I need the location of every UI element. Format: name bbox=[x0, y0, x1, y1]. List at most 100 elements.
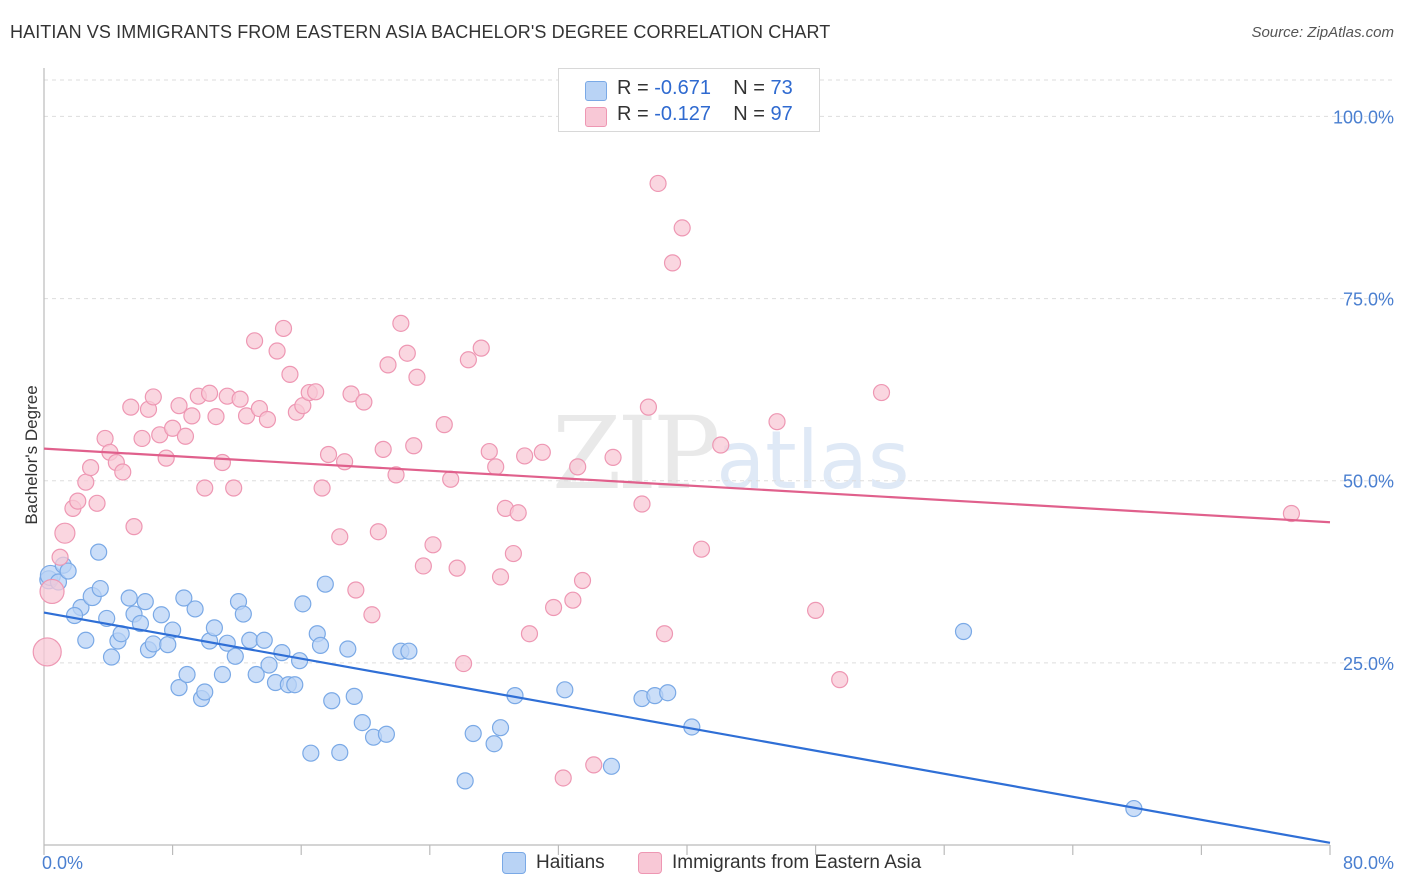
bottom-legend-swatch-pink bbox=[638, 852, 662, 874]
haitian-point bbox=[102, 648, 121, 666]
haitian-point bbox=[290, 652, 309, 670]
eastern-asia-point bbox=[639, 398, 658, 416]
eastern-asia-point bbox=[200, 384, 219, 402]
eastern-asia-point bbox=[170, 397, 188, 415]
haitian-point bbox=[226, 647, 244, 665]
watermark-zip: ZIP bbox=[552, 395, 720, 512]
legend-text: R = -0.671 N = 73 bbox=[617, 77, 793, 100]
haitian-point bbox=[260, 656, 278, 674]
eastern-asia-point bbox=[196, 479, 214, 497]
eastern-asia-point bbox=[604, 448, 622, 466]
y-tick-label: 25.0% bbox=[1343, 654, 1394, 674]
eastern-asia-point bbox=[258, 410, 277, 429]
eastern-asia-point bbox=[363, 606, 381, 624]
watermark-atlas: atlas bbox=[716, 414, 910, 507]
haitian-point bbox=[186, 600, 204, 618]
eastern-asia-point bbox=[435, 416, 453, 434]
haitian-point bbox=[954, 622, 973, 641]
bottom-legend-swatch-blue bbox=[502, 852, 526, 874]
eastern-asia-point bbox=[649, 174, 667, 193]
eastern-asia-point bbox=[520, 625, 539, 643]
eastern-asia-point bbox=[379, 356, 397, 374]
haitian-point bbox=[286, 676, 304, 694]
eastern-asia-point bbox=[768, 413, 786, 431]
eastern-asia-point bbox=[281, 365, 299, 383]
x-tick-label-max: 80.0% bbox=[1343, 853, 1394, 873]
legend-r-value: -0.127 bbox=[654, 103, 711, 125]
haitian-point bbox=[196, 683, 214, 701]
haitian-point bbox=[175, 589, 193, 607]
eastern-asia-point bbox=[554, 769, 572, 787]
bottom-legend-eastern-asia: Immigrants from Eastern Asia bbox=[638, 852, 921, 874]
haitian-point bbox=[353, 713, 371, 732]
haitian-point bbox=[400, 642, 418, 660]
eastern-asia-point bbox=[77, 473, 95, 491]
chart-title: HAITIAN VS IMMIGRANTS FROM EASTERN ASIA … bbox=[10, 22, 831, 42]
legend-n-value: 73 bbox=[770, 77, 793, 99]
eastern-asia-point bbox=[54, 522, 76, 544]
eastern-asia-point bbox=[225, 479, 243, 497]
eastern-asia-point bbox=[692, 540, 711, 558]
haitian-point bbox=[556, 681, 574, 699]
eastern-asia-point bbox=[408, 368, 426, 386]
eastern-asia-point bbox=[448, 559, 466, 577]
haitian-point bbox=[159, 636, 177, 654]
eastern-asia-point bbox=[268, 342, 286, 360]
eastern-asia-point bbox=[32, 637, 62, 667]
eastern-asia-point bbox=[398, 344, 416, 362]
eastern-asia-point bbox=[313, 479, 331, 497]
haitian-point bbox=[213, 665, 232, 684]
eastern-asia-point bbox=[633, 495, 651, 513]
haitian-point bbox=[302, 744, 320, 762]
haitian-point bbox=[59, 562, 77, 580]
eastern-asia-point bbox=[454, 654, 473, 673]
haitian-point bbox=[294, 595, 312, 613]
haitian-point bbox=[152, 606, 170, 624]
haitian-point bbox=[323, 692, 341, 710]
legend-n-value: 97 bbox=[770, 103, 793, 125]
haitian-point bbox=[456, 772, 474, 790]
haitian-point bbox=[91, 579, 109, 598]
eastern-asia-point bbox=[424, 536, 442, 554]
eastern-asia-point bbox=[336, 453, 354, 471]
eastern-asia-point bbox=[347, 581, 365, 599]
eastern-asia-point bbox=[231, 390, 249, 408]
eastern-asia-point bbox=[387, 466, 405, 484]
eastern-asia-point bbox=[342, 385, 360, 403]
eastern-asia-point bbox=[369, 523, 387, 541]
eastern-asia-point bbox=[133, 429, 151, 448]
haitian-point bbox=[485, 735, 503, 753]
y-tick-label: 100.0% bbox=[1333, 107, 1394, 127]
haitian-point bbox=[144, 635, 162, 653]
haitian-point bbox=[491, 719, 510, 737]
legend-r-label: R = bbox=[617, 77, 655, 99]
eastern-asia-trend-line bbox=[43, 447, 1331, 524]
haitian-point bbox=[255, 631, 273, 649]
watermark: ZIPatlas bbox=[552, 395, 910, 512]
eastern-asia-point bbox=[157, 449, 175, 467]
haitian-point bbox=[131, 614, 150, 633]
haitian-point bbox=[77, 631, 95, 649]
haitian-point bbox=[273, 644, 291, 662]
haitian-point bbox=[65, 606, 84, 625]
legend-r-label: R = bbox=[617, 103, 655, 125]
eastern-asia-point bbox=[88, 494, 106, 512]
x-tick-label-min: 0.0% bbox=[42, 853, 83, 873]
eastern-asia-point bbox=[213, 453, 232, 472]
eastern-asia-point bbox=[237, 407, 256, 425]
haitian-point bbox=[120, 589, 138, 607]
eastern-asia-point bbox=[114, 463, 132, 481]
eastern-asia-point bbox=[374, 440, 392, 458]
eastern-asia-point bbox=[122, 398, 140, 416]
eastern-asia-point bbox=[673, 219, 691, 237]
eastern-asia-point bbox=[472, 339, 490, 357]
legend-r-value: -0.671 bbox=[654, 77, 711, 99]
eastern-asia-point bbox=[414, 557, 432, 575]
eastern-asia-point bbox=[459, 351, 477, 369]
eastern-asia-point bbox=[125, 518, 143, 536]
haitian-point bbox=[602, 757, 621, 775]
eastern-asia-point bbox=[355, 393, 373, 411]
eastern-asia-point bbox=[319, 445, 338, 464]
eastern-asia-point bbox=[207, 408, 225, 426]
